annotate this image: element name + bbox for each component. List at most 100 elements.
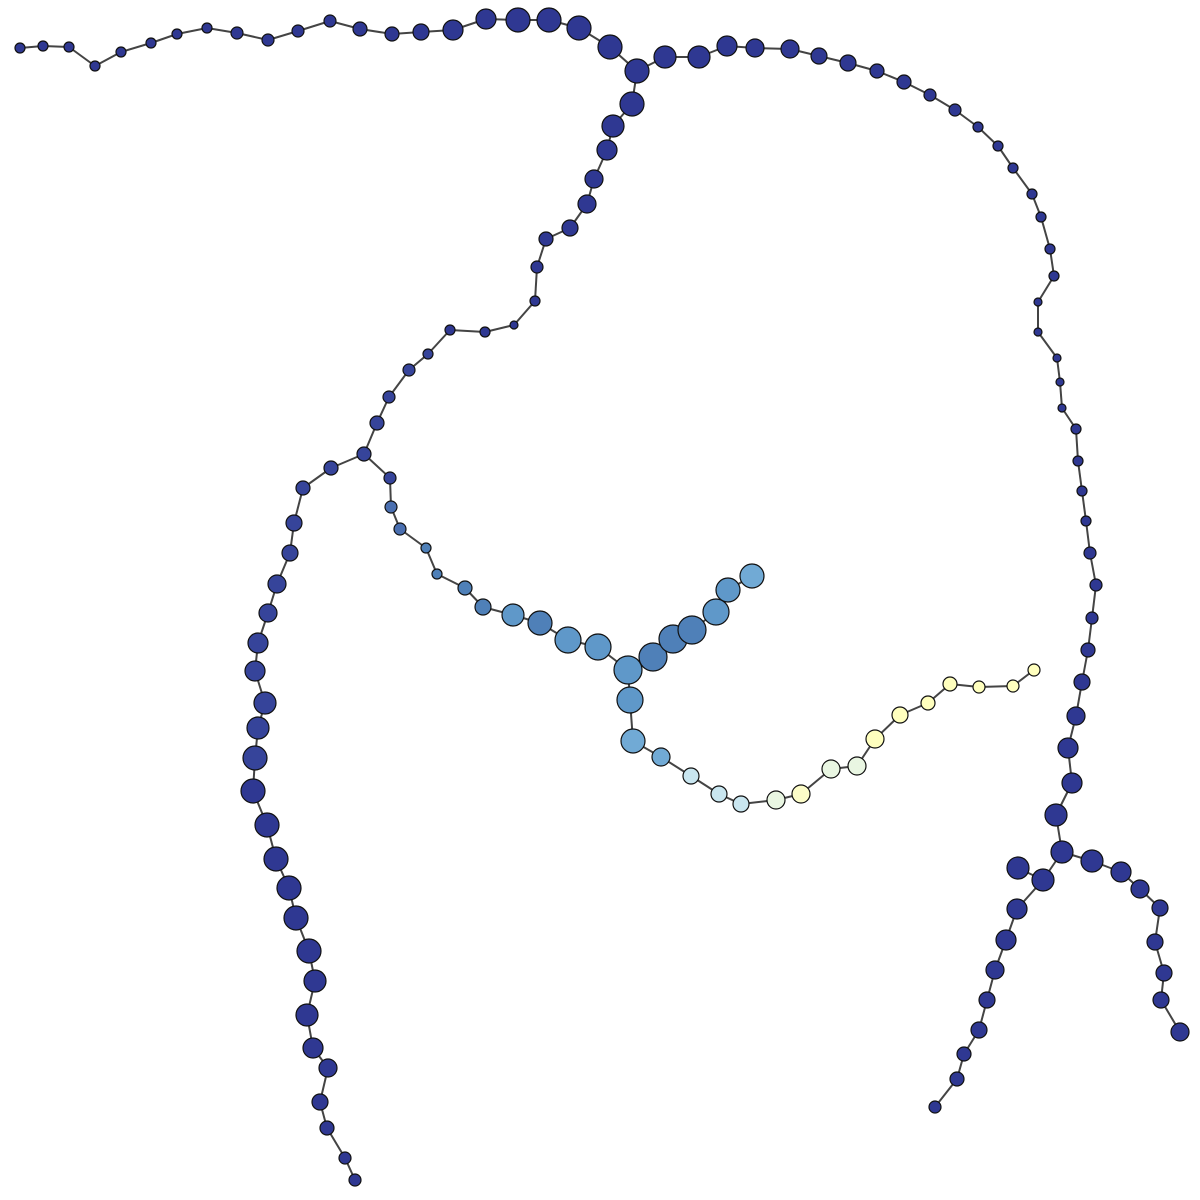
graph-node-146	[821, 759, 841, 779]
graph-node-120	[383, 471, 397, 485]
graph-node-61	[1006, 856, 1030, 880]
graph-node-121	[384, 500, 398, 514]
graph-node-152	[972, 680, 986, 694]
graph-node-118	[338, 1151, 352, 1165]
graph-node-37	[1026, 188, 1038, 200]
graph-node-153	[1006, 679, 1020, 693]
graph-node-136	[715, 577, 741, 603]
graph-node-36	[1007, 162, 1019, 174]
graph-node-40	[1048, 270, 1060, 282]
graph-node-66	[970, 1021, 988, 1039]
graph-node-77	[1170, 1022, 1190, 1042]
graph-node-53	[1080, 642, 1096, 658]
graph-node-106	[240, 778, 266, 804]
graph-node-47	[1072, 455, 1084, 467]
graph-node-145	[791, 784, 811, 804]
graph-node-21	[597, 34, 623, 60]
graph-node-33	[948, 103, 962, 117]
graph-node-140	[651, 747, 671, 767]
graph-node-88	[479, 326, 491, 338]
graph-node-72	[1130, 879, 1150, 899]
node-layer	[14, 7, 1190, 1187]
graph-node-55	[1066, 706, 1086, 726]
graph-node-102	[244, 660, 266, 682]
graph-node-32	[923, 88, 937, 102]
graph-node-138	[616, 686, 644, 714]
graph-node-141	[682, 767, 700, 785]
graph-node-110	[283, 905, 309, 931]
graph-node-122	[393, 522, 407, 536]
graph-node-78	[619, 91, 645, 117]
graph-node-76	[1152, 991, 1170, 1009]
graph-node-26	[745, 38, 765, 58]
graph-node-81	[584, 169, 604, 189]
graph-node-100	[258, 603, 278, 623]
graph-node-109	[276, 875, 302, 901]
graph-node-130	[584, 633, 612, 661]
graph-node-103	[253, 691, 277, 715]
graph-node-112	[303, 969, 327, 993]
graph-node-143	[732, 795, 750, 813]
graph-node-74	[1146, 933, 1164, 951]
graph-node-70	[1080, 849, 1104, 873]
graph-node-45	[1057, 403, 1067, 413]
graph-node-63	[995, 929, 1017, 951]
graph-node-75	[1155, 964, 1173, 982]
graph-node-43	[1052, 353, 1062, 363]
graph-node-96	[295, 480, 311, 496]
graph-node-92	[382, 390, 396, 404]
graph-node-82	[577, 194, 597, 214]
graph-node-28	[810, 47, 828, 65]
graph-node-97	[285, 514, 303, 532]
graph-node-104	[246, 716, 270, 740]
graph-node-148	[865, 729, 885, 749]
graph-node-84	[538, 231, 554, 247]
graph-node-3	[63, 41, 75, 53]
graph-node-68	[949, 1071, 965, 1087]
graph-node-41	[1033, 297, 1043, 307]
graph-node-95	[323, 460, 339, 476]
graph-node-80	[596, 139, 618, 161]
graph-node-18	[505, 7, 531, 33]
graph-node-42	[1033, 327, 1043, 337]
graph-node-15	[412, 23, 430, 41]
graph-node-83	[561, 219, 579, 237]
graph-node-59	[1050, 840, 1074, 864]
graph-node-46	[1070, 423, 1082, 435]
graph-node-131	[613, 655, 643, 685]
graph-node-30	[869, 63, 885, 79]
graph-node-117	[319, 1120, 335, 1136]
graph-node-127	[501, 603, 525, 627]
graph-node-98	[281, 544, 299, 562]
graph-node-142	[710, 785, 728, 803]
graph-node-123	[420, 542, 432, 554]
graph-node-73	[1151, 899, 1169, 917]
graph-node-119	[348, 1173, 362, 1187]
graph-node-13	[352, 21, 368, 37]
graph-node-135	[702, 598, 730, 626]
graph-node-10	[261, 33, 275, 47]
graph-node-132	[638, 642, 668, 672]
graph-node-101	[247, 632, 269, 654]
graph-node-147	[847, 756, 867, 776]
graph-node-8	[201, 22, 213, 34]
graph-node-57	[1061, 772, 1083, 794]
graph-node-1	[14, 42, 26, 54]
graph-node-87	[509, 320, 519, 330]
graph-node-65	[978, 991, 996, 1009]
graph-node-56	[1057, 737, 1079, 759]
graph-node-99	[267, 574, 287, 594]
graph-node-85	[530, 260, 544, 274]
graph-node-22	[624, 58, 650, 84]
graph-node-17	[475, 8, 497, 30]
graph-node-7	[171, 28, 183, 40]
graph-node-23	[653, 45, 677, 69]
graph-node-125	[457, 580, 473, 596]
graph-node-89	[444, 324, 456, 336]
graph-node-69	[928, 1100, 942, 1114]
graph-node-19	[536, 7, 562, 33]
graph-node-62	[1006, 898, 1028, 920]
graph-node-71	[1110, 861, 1132, 883]
graph-node-67	[956, 1046, 972, 1062]
